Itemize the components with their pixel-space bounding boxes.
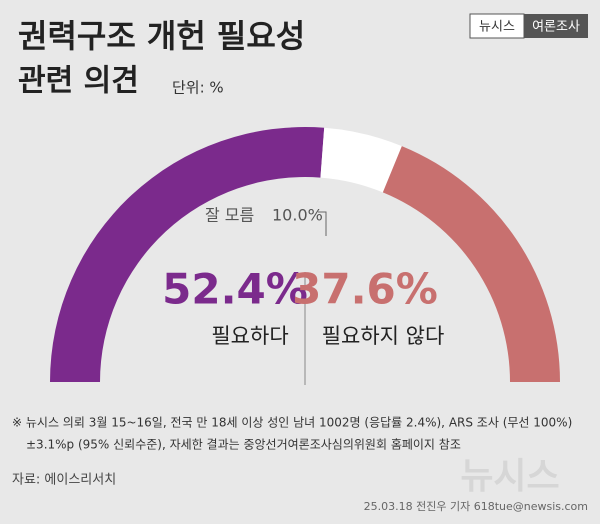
- unit-label: 단위: %: [172, 79, 224, 97]
- value-label: 52.4%: [162, 265, 308, 314]
- badge-box: [469, 13, 525, 39]
- note: ±3.1%p (95% 신뢰수준), 자세한 결과는 중앙선거여론조사심의위원회…: [26, 438, 461, 452]
- arc-segment: [382, 146, 560, 382]
- value-label: 10.0%: [272, 206, 323, 225]
- badge: 뉴시스: [479, 20, 515, 35]
- badge: 여론조사: [532, 20, 580, 35]
- leader-line: [318, 211, 327, 236]
- arc-segment: [320, 127, 402, 193]
- category-label: 필요하지 않다: [322, 324, 445, 348]
- watermark: 뉴시스: [460, 456, 559, 497]
- note: ※ 뉴시스 의뢰 3월 15~16일, 전국 만 18세 이상 성인 남녀 10…: [12, 416, 572, 430]
- arc-group: [50, 127, 560, 382]
- credit: 25.03.18 전진우 기자 618tue@newsis.com: [364, 500, 588, 513]
- source: 자료: 에이스리서치: [12, 473, 116, 488]
- chart-title: 관련 의견: [18, 64, 139, 99]
- chart-title: 권력구조 개헌 필요성: [18, 17, 305, 55]
- value-label: 37.6%: [292, 265, 438, 314]
- category-label: 잘 모름: [205, 206, 254, 225]
- badge-box: [524, 14, 588, 38]
- arc-segment: [50, 127, 325, 382]
- category-label: 필요하다: [211, 324, 288, 348]
